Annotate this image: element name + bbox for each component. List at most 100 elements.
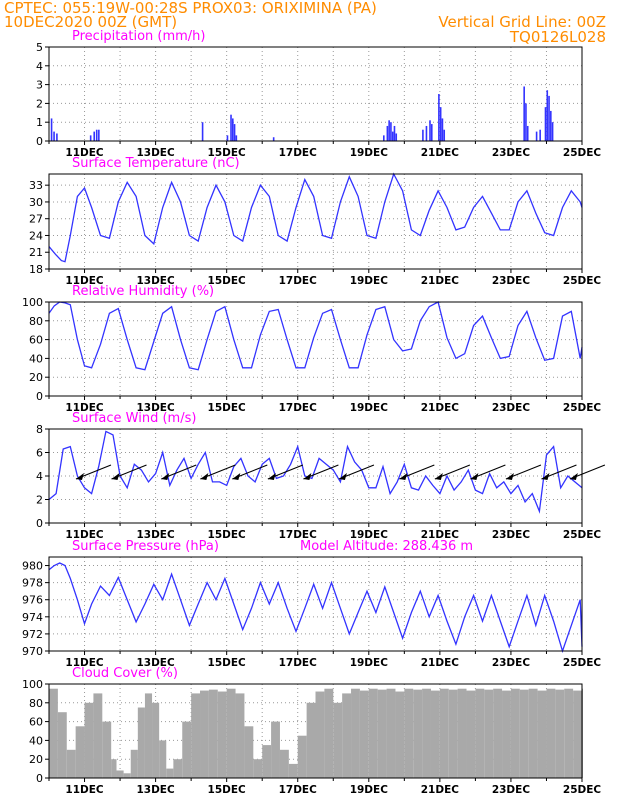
wind-xtick-label: 11DEC: [65, 529, 104, 541]
precipitation-bar: [526, 125, 529, 141]
precipitation-title: Precipitation (mm/h): [72, 29, 205, 44]
temperature-panel: 18 21 24 27 30 33 11DEC 13DEC 15DEC 17DEC 19DEC 21D…: [29, 156, 601, 287]
cloud-cover-xtick-label: 17DEC: [279, 784, 318, 796]
wind-line: [48, 430, 583, 514]
wind-xtick-label: 15DEC: [208, 529, 247, 541]
cloud-cover-bar: [484, 689, 494, 778]
cloud-cover-xtick-label: 23DEC: [492, 784, 531, 796]
cloud-cover-bar: [235, 693, 245, 778]
cloud-cover-bar: [137, 707, 145, 778]
precipitation-bar: [441, 118, 444, 141]
precipitation-xtick-label: 23DEC: [492, 147, 531, 159]
precipitation-panel: 0 1 2 3 4 5 11DEC 13DEC 15DEC 17DEC 19DEC 21DEC 23DE…: [36, 29, 601, 159]
precipitation-xtick-label: 17DEC: [279, 147, 318, 159]
precipitation-xtick-label: 15DEC: [208, 147, 247, 159]
pressure-frame: [48, 556, 583, 652]
wind-arrow-head: [232, 473, 241, 480]
humidity-ytick-label: 0: [36, 390, 43, 403]
precipitation-bar: [53, 131, 55, 141]
temperature-frame: [48, 173, 583, 270]
precipitation-xtick-label: 13DEC: [136, 147, 175, 159]
cloud-cover-xtick-label: 13DEC: [136, 784, 175, 796]
humidity-xtick-label: 17DEC: [279, 402, 318, 414]
wind-arrow-head: [569, 473, 578, 480]
precipitation-bar: [390, 122, 392, 141]
cloud-cover-bar: [475, 688, 485, 778]
precipitation-bar: [546, 90, 549, 141]
cloud-cover-bar: [377, 689, 387, 778]
pressure-ytick-label: 980: [22, 560, 43, 573]
temperature-xtick-label: 11DEC: [65, 275, 104, 287]
temperature-ytick-label: 33: [29, 179, 43, 192]
cloud-cover-ytick-label: 40: [29, 734, 43, 747]
pressure-xtick-label: 11DEC: [65, 657, 104, 669]
cloud-cover-frame: [48, 683, 583, 779]
wind-direction-arrow: [541, 464, 577, 480]
precipitation-bar: [386, 125, 389, 141]
cloud-cover-bar: [466, 690, 476, 778]
wind-direction-arrow: [399, 464, 435, 480]
precipitation-bar: [425, 125, 428, 141]
temperature-xtick-label: 23DEC: [492, 275, 531, 287]
cloud-cover-bar: [297, 735, 307, 778]
precipitation-xtick-label: 21DEC: [421, 147, 460, 159]
cloud-cover-bar: [262, 745, 272, 778]
cloud-cover-bar: [546, 688, 556, 778]
cloud-cover-bar: [502, 690, 511, 778]
wind-arrow-head: [200, 473, 209, 480]
precipitation-xtick-label: 25DEC: [563, 147, 602, 159]
cloud-cover-bar: [342, 693, 352, 778]
temperature-xtick-label: 13DEC: [136, 275, 175, 287]
cloud-cover-bar: [75, 726, 85, 778]
precipitation-bar: [388, 120, 390, 141]
precipitation-bar: [393, 125, 396, 141]
precipitation-bar: [231, 118, 234, 141]
pressure-xtick-label: 17DEC: [279, 657, 318, 669]
cloud-cover-bar: [493, 688, 503, 778]
precipitation-bar: [98, 129, 100, 141]
precipitation-bar: [550, 110, 552, 141]
pressure-ytick-label: 972: [22, 628, 43, 641]
humidity-ytick-label: 80: [29, 315, 43, 328]
humidity-xtick-label: 13DEC: [136, 402, 175, 414]
wind-frame: [48, 428, 583, 524]
humidity-ytick-label: 40: [29, 352, 43, 365]
header-model-id: TQ0126L028: [509, 28, 606, 46]
temperature-line: [48, 172, 583, 263]
cloud-cover-bar: [288, 763, 298, 778]
cloud-cover-bar: [315, 691, 325, 778]
humidity-xtick-label: 21DEC: [421, 402, 460, 414]
precipitation-ytick-label: 1: [36, 116, 43, 129]
precipitation-bar: [548, 95, 550, 141]
humidity-xtick-label: 19DEC: [350, 402, 389, 414]
wind-direction-arrow: [338, 464, 375, 480]
model-altitude-annotation: Model Altitude: 288.436 m: [300, 539, 473, 554]
wind-panel: 0 2 4 6 8 11DEC 13DEC 15DEC 17DEC 19DEC 21DEC 23DEC…: [36, 411, 606, 541]
wind-xtick-label: 13DEC: [136, 529, 175, 541]
wind-direction-arrow: [75, 464, 112, 480]
wind-title: Surface Wind (m/s): [72, 411, 196, 426]
wind-arrow-head: [338, 473, 347, 480]
wind-arrow-head: [470, 473, 479, 480]
cloud-cover-bar: [152, 702, 160, 778]
humidity-xtick-label: 11DEC: [65, 402, 104, 414]
temperature-xtick-label: 15DEC: [208, 275, 247, 287]
cloud-cover-bar: [200, 690, 209, 778]
cloud-cover-bar: [166, 768, 174, 778]
pressure-line: [48, 562, 583, 654]
humidity-xtick-label: 15DEC: [208, 402, 247, 414]
cloud-cover-bar: [564, 688, 574, 778]
humidity-panel: 0 20 40 60 80 100 11DEC 13DEC 15DEC 17DEC 19DEC 21D…: [22, 284, 601, 414]
humidity-xtick-label: 23DEC: [492, 402, 531, 414]
header-date: 10DEC2020 00Z (GMT): [4, 13, 178, 31]
wind-arrow-head: [303, 473, 312, 480]
cloud-cover-bar: [244, 726, 254, 778]
cloud-cover-panel: 0 20 40 60 80 100 11DEC 13DEC 15DEC 17DEC 19DEC 21D…: [22, 666, 601, 796]
wind-xtick-label: 19DEC: [350, 529, 389, 541]
temperature-xtick-label: 21DEC: [421, 275, 460, 287]
pressure-title: Surface Pressure (hPa): [72, 539, 219, 554]
precipitation-bar: [422, 129, 424, 141]
pressure-ytick-label: 976: [22, 594, 43, 607]
wind-direction-arrow: [470, 464, 506, 480]
